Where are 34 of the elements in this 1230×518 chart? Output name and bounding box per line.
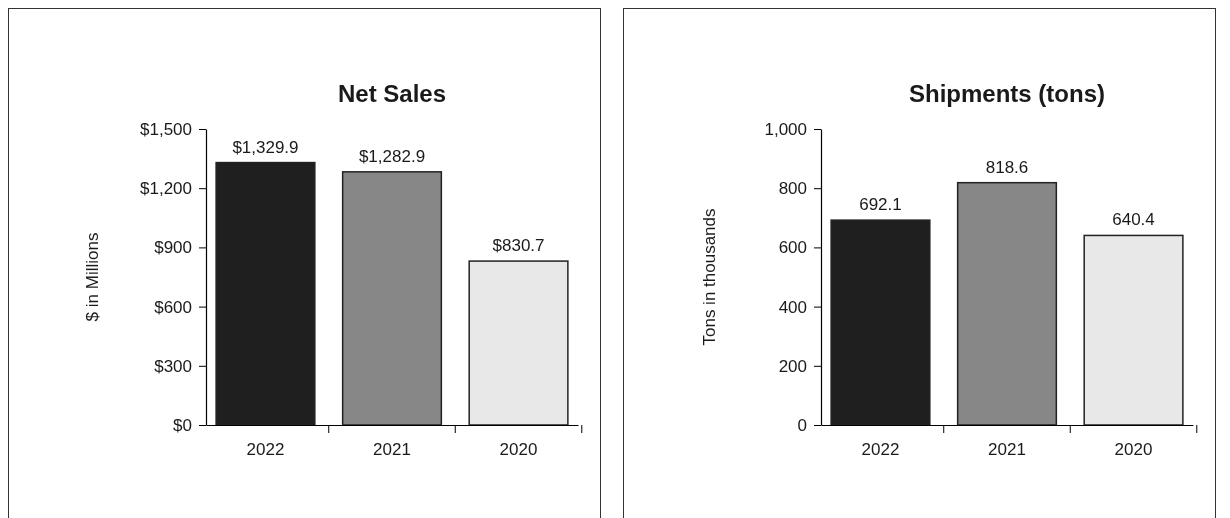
bar [215,161,316,426]
data-label: $1,329.9 [232,137,299,157]
y-tick-label: 800 [778,179,807,199]
x-tick-label: 2020 [499,440,538,460]
bar [956,181,1058,426]
chart-title: Net Sales [337,80,447,107]
data-label: $830.7 [492,236,545,256]
y-tick-label: 600 [778,238,807,258]
bar [830,219,931,426]
data-label: 692.1 [859,195,902,215]
data-label: $1,282.9 [358,146,426,166]
x-tick-label: 2020 [1114,440,1153,460]
y-tick-label: $600 [154,297,192,317]
x-tick-label: 2021 [373,440,411,460]
y-tick-label: 400 [778,297,807,317]
x-tick-label: 2021 [988,440,1026,460]
y-tick-label: 200 [778,356,807,376]
data-label: 640.4 [1112,210,1155,230]
bar [1083,234,1184,426]
y-tick-label: $0 [173,415,192,435]
y-tick-label: $900 [154,238,192,258]
y-tick-label: $1,500 [140,119,192,139]
y-tick-label: $300 [154,356,192,376]
x-tick-label: 2022 [246,440,285,460]
y-axis-title: $ in Millions [83,232,102,322]
data-label: 818.6 [985,157,1029,177]
chart-title: Shipments (tons) [909,80,1105,107]
y-tick-label: 0 [797,415,807,435]
bar [341,171,443,426]
y-axis-title: Tons in thousands [700,208,719,346]
y-tick-label: 1,000 [764,119,807,139]
x-tick-label: 2022 [861,440,900,460]
y-tick-label: $1,200 [140,179,192,199]
bar [468,260,569,426]
